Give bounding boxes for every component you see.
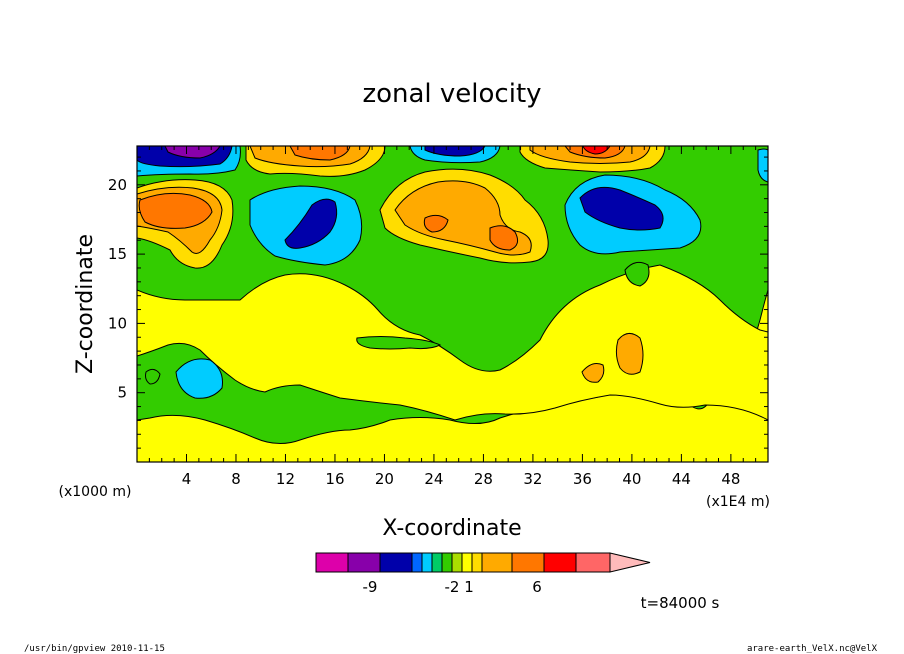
x-tick-label: 28	[474, 470, 493, 488]
contour-region	[579, 186, 664, 231]
colorbar: -9 -2 1 6	[315, 552, 651, 596]
contour-field	[137, 146, 768, 462]
x-tick-label: 20	[375, 470, 394, 488]
x-tick-label: 12	[276, 470, 295, 488]
x-tick-label: 40	[622, 470, 641, 488]
plot-frame	[136, 145, 769, 463]
colorbar-swatch	[461, 552, 473, 573]
colorbar-swatch	[421, 552, 433, 573]
contour-region	[582, 146, 611, 155]
x-tick-label: 24	[424, 470, 443, 488]
y-tick-label: 15	[108, 245, 127, 263]
contour-region	[489, 225, 519, 251]
contour-region	[284, 198, 338, 249]
colorbar-swatch	[481, 552, 513, 573]
x-axis: 4 8 12 16 20 24 28 32 36 40 44 48	[148, 146, 757, 488]
y-tick-label: 5	[117, 384, 127, 402]
colorbar-swatch	[543, 552, 577, 573]
colorbar-label: 6	[532, 578, 542, 596]
footer-left: /usr/bin/gpview 2010-11-15	[24, 644, 165, 654]
contour-region	[581, 363, 605, 383]
colorbar-swatch	[379, 552, 413, 573]
colorbar-label: 1	[464, 578, 474, 596]
contour-region	[423, 214, 449, 233]
colorbar-swatch	[451, 552, 463, 573]
colorbar-label: -2	[445, 578, 460, 596]
x-tick-label: 8	[231, 470, 241, 488]
footer-right: arare-earth_VelX.nc@VelX	[747, 644, 878, 654]
contour-region	[356, 336, 442, 350]
x-tick-label: 4	[182, 470, 192, 488]
x-tick-label: 44	[672, 470, 691, 488]
colorbar-extension-arrow	[609, 552, 651, 573]
chart-title: zonal velocity	[362, 79, 541, 109]
colorbar-swatch	[575, 552, 611, 573]
contour-region	[138, 192, 213, 229]
time-label: t=84000 s	[641, 594, 720, 612]
contour-region	[615, 333, 644, 375]
y-axis-label: Z-coordinate	[73, 234, 98, 374]
x-tick-label: 16	[325, 470, 344, 488]
contour-region	[137, 264, 768, 421]
x-tick-label: 48	[721, 470, 740, 488]
contour-region	[175, 358, 223, 399]
colorbar-swatch	[431, 552, 443, 573]
colorbar-swatch	[441, 552, 453, 573]
colorbar-swatch	[511, 552, 545, 573]
x-axis-label: X-coordinate	[382, 516, 521, 541]
contour-region	[624, 261, 650, 287]
colorbar-swatch	[315, 552, 349, 573]
contour-region	[424, 146, 486, 157]
y-axis: 5 10 15 20	[108, 156, 768, 449]
colorbar-label: -9	[363, 578, 378, 596]
x-unit-label: (x1E4 m)	[706, 494, 770, 510]
contour-region	[145, 368, 161, 385]
colorbar-swatch	[411, 552, 423, 573]
y-tick-label: 10	[108, 314, 127, 332]
x-tick-label: 36	[573, 470, 592, 488]
x-tick-label: 32	[523, 470, 542, 488]
colorbar-swatch	[471, 552, 483, 573]
y-unit-label: (x1000 m)	[59, 484, 132, 500]
colorbar-swatch	[347, 552, 381, 573]
y-tick-label: 20	[108, 176, 127, 194]
contour-region	[164, 146, 221, 159]
